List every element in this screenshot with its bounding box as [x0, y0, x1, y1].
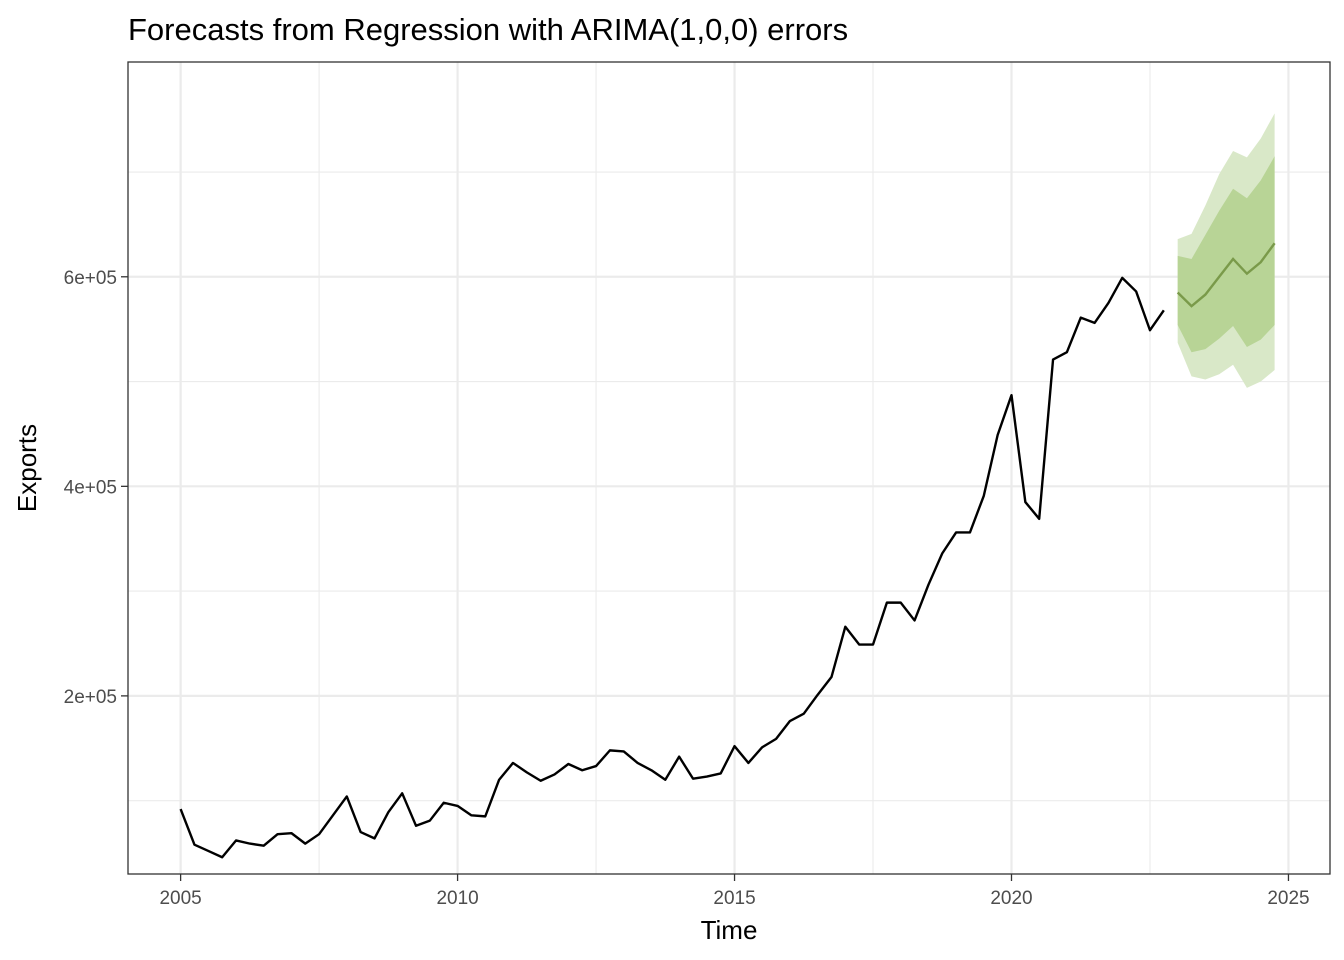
exports-series-line — [179, 276, 1165, 859]
x-tick-label: 2020 — [990, 888, 1032, 909]
x-tick-label: 2025 — [1267, 888, 1309, 909]
grid-minor — [128, 62, 1330, 874]
panel-border — [127, 61, 1331, 875]
x-tick-label: 2015 — [713, 888, 755, 909]
y-axis-title: Exports — [12, 424, 42, 512]
y-tick-label: 6e+05 — [64, 268, 117, 289]
x-tick-label: 2005 — [159, 888, 201, 909]
forecast-band-80 — [1177, 156, 1275, 353]
forecast-mean-line — [1176, 242, 1276, 308]
forecast-intervals — [1177, 113, 1275, 388]
x-tick-label: 2010 — [436, 888, 478, 909]
x-axis-title: Time — [701, 915, 758, 945]
chart-title: Forecasts from Regression with ARIMA(1,0… — [128, 12, 848, 47]
y-axis: 2e+05 4e+05 6e+05 — [64, 268, 128, 708]
y-tick-label: 2e+05 — [64, 687, 117, 708]
x-axis: 2005 2010 2015 2020 2025 — [159, 874, 1310, 909]
grid-major — [128, 62, 1330, 874]
y-tick-label: 4e+05 — [64, 477, 117, 498]
